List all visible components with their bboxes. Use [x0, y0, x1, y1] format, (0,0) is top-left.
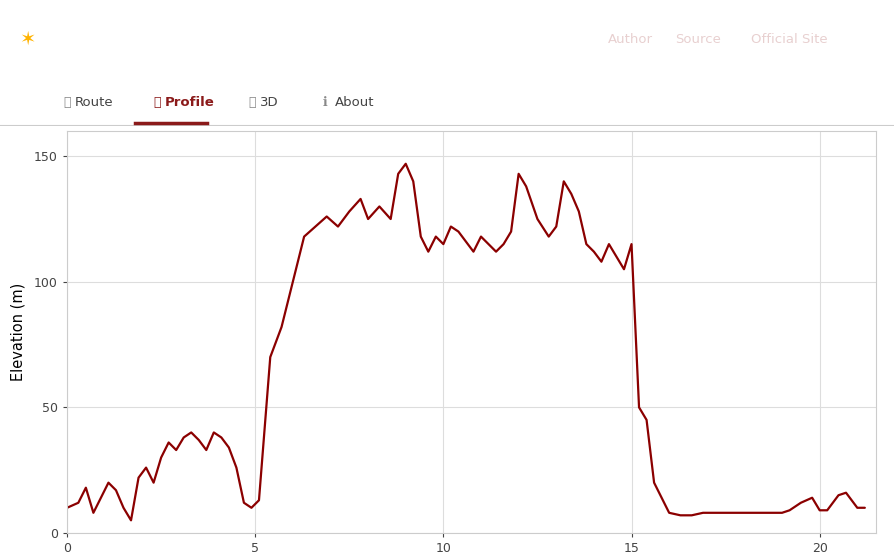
Text: Source: Source	[675, 33, 721, 46]
Text: ⛰: ⛰	[153, 96, 161, 109]
Text: 3D: 3D	[260, 96, 279, 109]
Text: 🌐: 🌐	[248, 96, 256, 109]
Text: About: About	[335, 96, 375, 109]
Text: Author: Author	[608, 33, 653, 46]
Text: Profile: Profile	[165, 96, 215, 109]
Text: ℹ: ℹ	[323, 96, 328, 109]
Text: ✶: ✶	[20, 30, 36, 49]
Text: Official Site: Official Site	[751, 33, 828, 46]
Text: ⧇: ⧇	[63, 96, 71, 109]
Text: Route: Route	[75, 96, 114, 109]
Text: Hastings Half-Marathon: Hastings Half-Marathon	[54, 30, 339, 50]
Y-axis label: Elevation (m): Elevation (m)	[11, 283, 26, 381]
